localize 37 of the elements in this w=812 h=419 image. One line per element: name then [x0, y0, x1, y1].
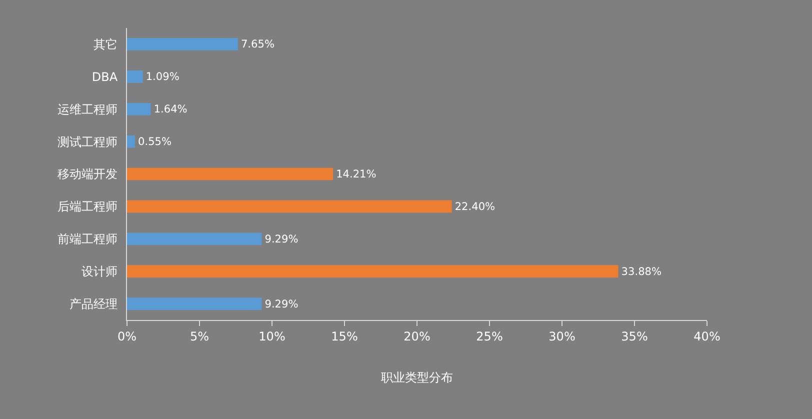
y-tick-label: 后端工程师 — [58, 200, 118, 214]
bar — [127, 298, 262, 310]
y-tick-label: 产品经理 — [70, 296, 118, 311]
bar — [127, 200, 452, 213]
y-tick-label: 其它 — [94, 37, 118, 52]
x-tick-label: 10% — [258, 329, 286, 344]
x-tick-label: 30% — [548, 329, 576, 344]
y-tick-label: 前端工程师 — [58, 232, 118, 246]
x-tick-label: 20% — [404, 329, 430, 344]
data-label: 33.88% — [621, 266, 662, 278]
y-tick-label: 移动端开发 — [58, 167, 118, 182]
bar — [127, 168, 334, 180]
data-label: 9.29% — [264, 298, 298, 310]
x-tick-label: 5% — [190, 329, 210, 344]
data-label: 14.21% — [336, 168, 376, 181]
x-tick-label: 0% — [117, 329, 137, 344]
x-tick-label: 25% — [476, 329, 503, 344]
x-tick-label: 35% — [621, 329, 648, 344]
x-tick-label: 15% — [331, 329, 358, 344]
data-label: 7.65% — [240, 38, 274, 51]
y-tick-label: DBA — [92, 70, 118, 84]
data-label: 0.55% — [138, 136, 172, 148]
bar — [127, 38, 238, 50]
bar — [127, 232, 262, 246]
data-label: 1.09% — [146, 71, 180, 84]
bar — [127, 135, 135, 148]
bar — [127, 70, 143, 83]
y-tick-label: 运维工程师 — [58, 102, 118, 116]
data-label: 9.29% — [264, 233, 298, 246]
data-label: 1.64% — [154, 104, 188, 116]
y-tick-label: 设计师 — [82, 264, 118, 279]
x-axis-title: 职业类型分布 — [381, 370, 453, 384]
bar — [127, 102, 151, 116]
data-label: 22.40% — [454, 200, 496, 213]
bar — [127, 265, 618, 278]
x-tick-label: 40% — [694, 329, 720, 344]
y-tick-label: 测试工程师 — [58, 134, 118, 149]
